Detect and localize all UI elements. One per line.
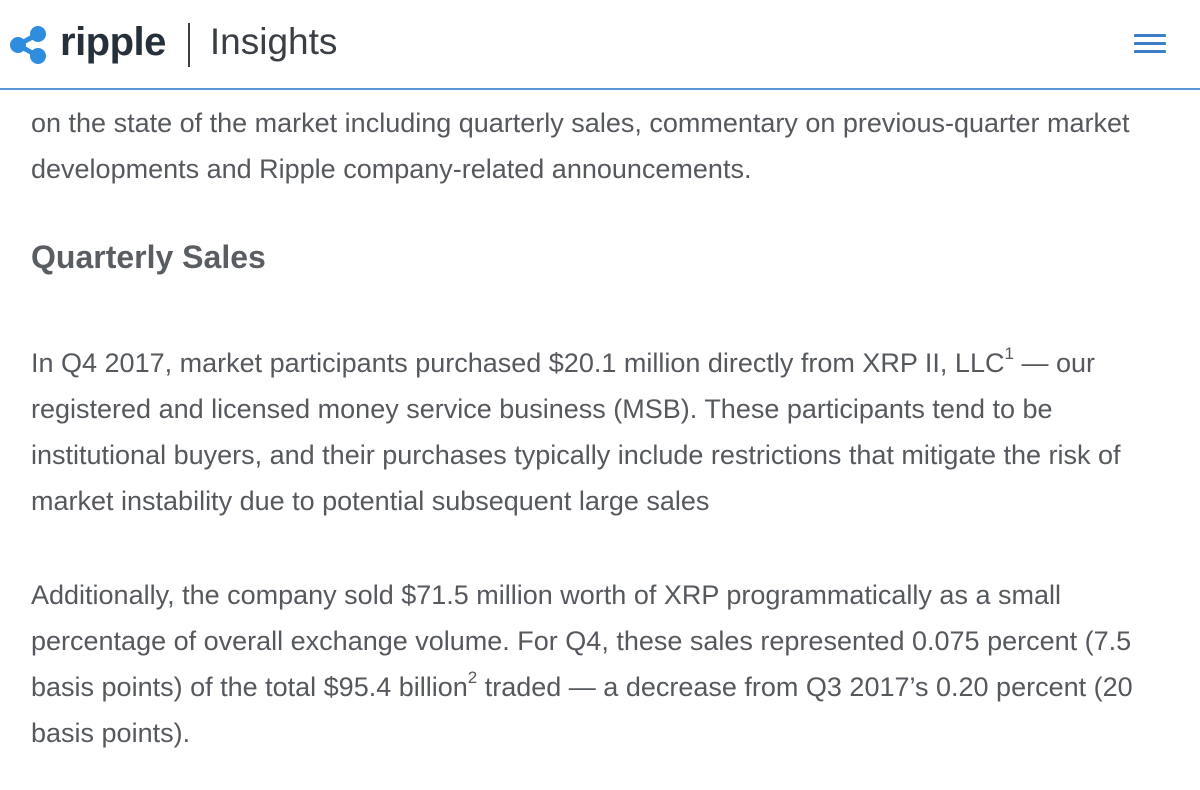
hamburger-menu-icon[interactable] [1134,32,1166,56]
article-body: on the state of the market including qua… [31,100,1171,756]
footnote-2[interactable]: 2 [467,668,478,687]
section-name: Insights [209,21,338,62]
section-heading: Quarterly Sales [31,239,266,275]
p2-text-b: traded — a decrease from Q3 2017’s 0.20 … [31,672,1133,748]
paragraph-direct-sales: In Q4 2017, market participants purchase… [31,340,1171,524]
logo-divider [187,23,190,67]
menu-bar-middle [1134,42,1166,45]
paragraph-programmatic-sales: Additionally, the company sold $71.5 mil… [31,572,1171,756]
footnote-1[interactable]: 1 [1004,344,1014,363]
p1-text-a: In Q4 2017, market participants purchase… [31,348,1005,378]
p1-text-b: — our registered and licensed money serv… [31,348,1121,516]
menu-bar-bottom [1134,50,1166,53]
site-header: ripple Insights [0,0,1200,90]
p2-text-a: Additionally, the company sold $71.5 mil… [31,580,1132,702]
brand-name: ripple [60,19,166,64]
menu-bar-top [1134,34,1166,37]
ripple-logo-icon [10,26,46,64]
intro-paragraph: on the state of the market including qua… [31,108,1130,184]
ripple-insights-logo[interactable]: ripple Insights [8,14,337,76]
